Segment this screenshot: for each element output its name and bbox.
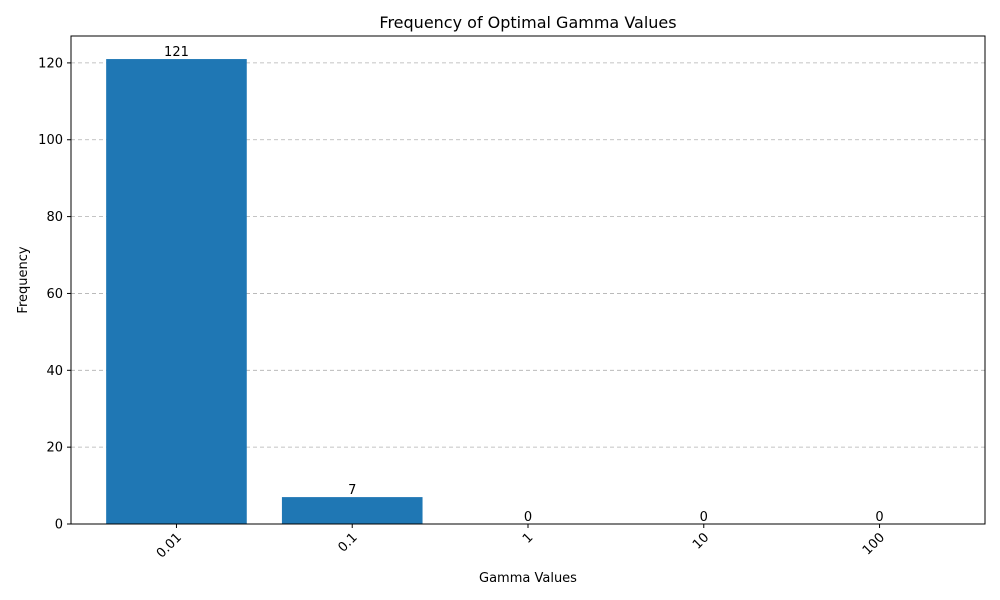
data-label-10: 0 <box>700 510 708 525</box>
grid-lines <box>71 62 985 448</box>
y-axis-ticks: 0 20 40 60 80 100 120 <box>38 56 71 533</box>
data-label-0.01: 121 <box>164 45 189 60</box>
x-axis-label: Gamma Values <box>479 571 577 586</box>
x-tick-label-100: 100 <box>860 530 888 558</box>
data-labels: 121 7 0 0 0 <box>164 45 884 525</box>
bars <box>106 59 423 525</box>
data-label-0.1: 7 <box>348 483 356 498</box>
x-tick-label-0.1: 0.1 <box>335 530 360 555</box>
y-tick-label-4: 80 <box>46 210 63 225</box>
y-tick-label-1: 20 <box>46 441 63 456</box>
data-label-1: 0 <box>524 510 532 525</box>
bar-0.01 <box>106 59 247 525</box>
y-tick-label-2: 40 <box>46 364 63 379</box>
data-label-100: 0 <box>875 510 883 525</box>
x-tick-label-0.01: 0.01 <box>154 530 185 561</box>
y-tick-label-6: 120 <box>38 56 63 71</box>
x-tick-label-1: 1 <box>520 530 536 546</box>
y-tick-label-3: 60 <box>46 287 63 302</box>
y-tick-label-5: 100 <box>38 133 63 148</box>
chart-title: Frequency of Optimal Gamma Values <box>379 13 676 32</box>
bar-0.1 <box>281 497 423 524</box>
x-axis-ticks: 0.01 0.1 1 10 100 <box>154 524 888 561</box>
x-tick-label-10: 10 <box>690 530 712 552</box>
y-axis-label: Frequency <box>16 246 31 313</box>
y-tick-label-0: 0 <box>55 518 63 533</box>
